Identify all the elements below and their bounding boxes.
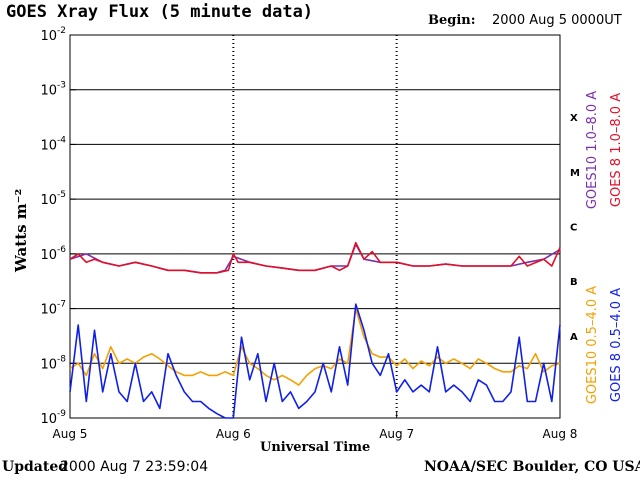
flare-class-label: C bbox=[570, 223, 577, 234]
updated-label: Updated bbox=[2, 459, 69, 475]
y-tick-label: 10-2 bbox=[40, 26, 66, 44]
series-line bbox=[69, 243, 561, 274]
flare-class-label: X bbox=[570, 113, 578, 124]
flare-class-label: A bbox=[570, 332, 578, 343]
legend-entry: GOES10 0.5–4.0 A bbox=[585, 286, 600, 404]
y-tick-label: 10-6 bbox=[40, 245, 66, 263]
y-tick-label: 10-5 bbox=[40, 190, 66, 208]
flare-class-label: M bbox=[570, 168, 580, 179]
plot-frame bbox=[69, 34, 561, 419]
y-tick-label: 10-7 bbox=[40, 300, 66, 318]
x-tick-label: Aug 6 bbox=[216, 427, 251, 441]
legend-entry: GOES 8 1.0–8.0 A bbox=[609, 93, 624, 207]
legend-entry: GOES 8 0.5–4.0 A bbox=[609, 288, 624, 402]
credit-line: NOAA/SEC Boulder, CO USA bbox=[424, 459, 640, 475]
series-line bbox=[69, 307, 561, 386]
y-tick-label: 10-4 bbox=[40, 135, 66, 153]
x-tick-label: Aug 5 bbox=[53, 427, 88, 441]
legend-entry: GOES10 1.0–8.0 A bbox=[585, 91, 600, 209]
chart-title: GOES Xray Flux (5 minute data) bbox=[6, 2, 314, 22]
begin-value: 2000 Aug 5 0000UT bbox=[492, 13, 622, 28]
y-tick-label: 10-3 bbox=[40, 81, 66, 99]
flare-class-label: B bbox=[570, 277, 578, 288]
updated-value: 2000 Aug 7 23:59:04 bbox=[60, 459, 209, 475]
x-tick-label: Aug 7 bbox=[379, 427, 414, 441]
series-line bbox=[69, 241, 561, 274]
series-line bbox=[69, 303, 561, 419]
begin-label: Begin: bbox=[428, 13, 476, 28]
y-tick-label: 10-9 bbox=[40, 409, 66, 427]
y-tick-label: 10-8 bbox=[40, 354, 66, 372]
x-tick-label: Aug 8 bbox=[543, 427, 578, 441]
x-axis-label: Universal Time bbox=[260, 440, 371, 455]
